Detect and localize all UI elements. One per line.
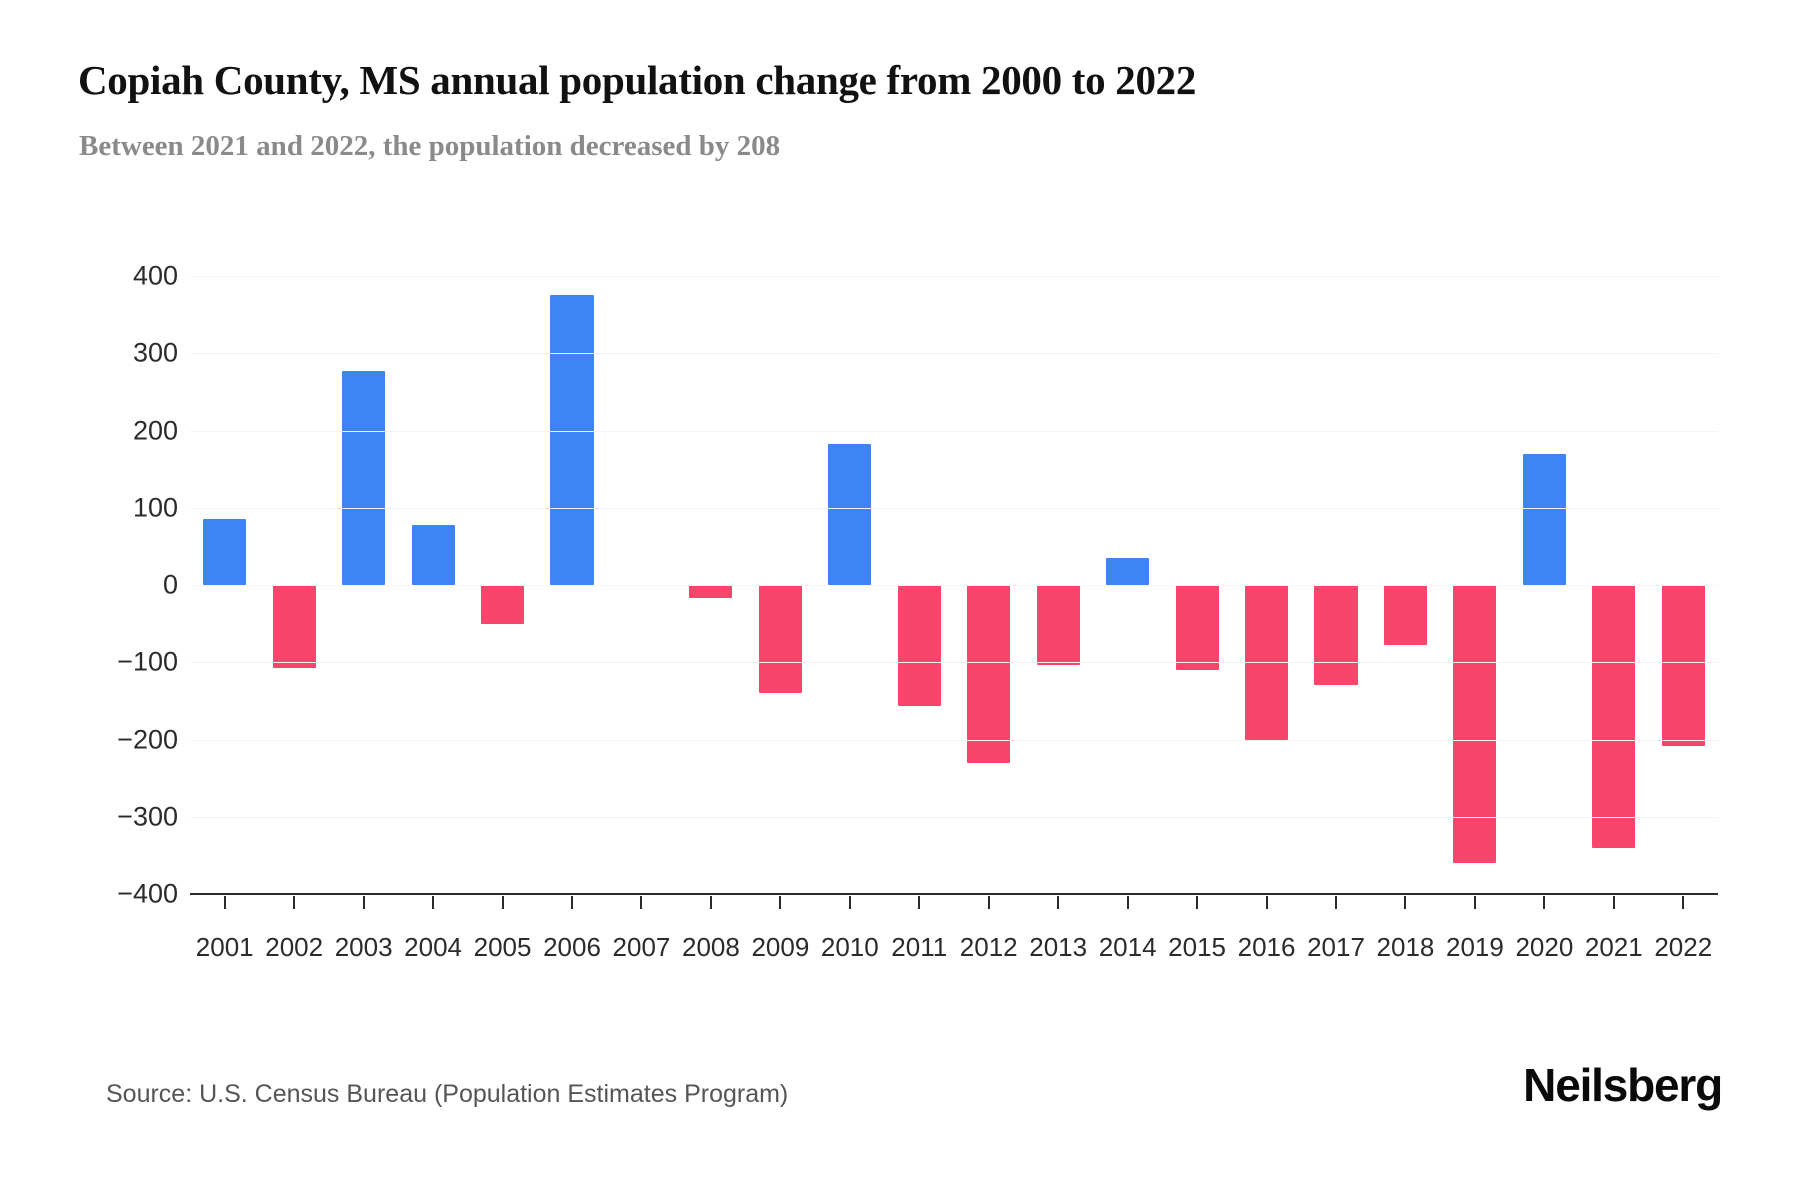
- bar-2003[interactable]: [342, 371, 386, 585]
- x-axis-tick-mark: [571, 896, 573, 909]
- x-axis-tick-label: 2018: [1376, 932, 1435, 962]
- bar-2014[interactable]: [1106, 557, 1150, 585]
- x-axis-tick-label: 2008: [681, 932, 740, 962]
- bar-series: [190, 276, 1718, 894]
- bar-2008[interactable]: [689, 585, 733, 599]
- x-axis-tick-label: 2002: [265, 932, 324, 962]
- bar-2021[interactable]: [1592, 585, 1636, 848]
- x-axis-tick-mark: [918, 896, 921, 909]
- x-axis-tick-mark: [1196, 896, 1199, 909]
- gridline: [190, 662, 1718, 664]
- x-axis-tick-mark: [1682, 896, 1685, 909]
- y-axis-tick-label: 400: [132, 260, 178, 291]
- bar-2006[interactable]: [550, 295, 594, 585]
- x-axis-line: [190, 893, 1718, 895]
- bar-2013[interactable]: [1036, 585, 1080, 665]
- x-axis-tick-mark: [1404, 896, 1407, 909]
- bar-2010[interactable]: [828, 444, 872, 585]
- gridline: [190, 353, 1718, 355]
- x-axis-tick-mark: [1543, 896, 1546, 909]
- x-axis-tick-label: 2017: [1307, 932, 1365, 962]
- y-axis-tick-label: 0: [162, 569, 178, 600]
- brand-logo: Neilsberg: [1523, 1059, 1723, 1111]
- y-axis-tick-label: −200: [117, 724, 178, 754]
- page-title: Copiah County, MS annual population chan…: [78, 57, 1197, 103]
- bar-2009[interactable]: [758, 585, 802, 694]
- x-axis-tick-mark: [362, 896, 365, 909]
- source-note: Source: U.S. Census Bureau (Population E…: [106, 1080, 789, 1108]
- x-axis-tick-mark: [1057, 896, 1060, 909]
- bar-2001[interactable]: [203, 519, 247, 585]
- gridline: [190, 430, 1718, 432]
- gridline: [190, 739, 1718, 741]
- gridline: [190, 507, 1718, 509]
- x-axis-tick-label: 2020: [1515, 932, 1574, 962]
- x-axis-tick-label: 2003: [334, 932, 393, 962]
- bar-2015[interactable]: [1175, 585, 1219, 670]
- bar-2022[interactable]: [1661, 585, 1705, 746]
- x-axis-tick-label: 2005: [473, 932, 532, 962]
- x-axis-tick-label: 2016: [1237, 932, 1296, 962]
- bar-2017[interactable]: [1314, 585, 1358, 686]
- x-axis-tick-mark: [1126, 896, 1129, 909]
- x-axis-tick-label: 2009: [751, 932, 810, 962]
- plot-area: [190, 276, 1718, 895]
- x-axis-tick-label: 2011: [891, 932, 948, 962]
- x-axis-tick-label: 2006: [543, 932, 601, 962]
- x-axis-tick-label: 2001: [195, 932, 254, 962]
- y-axis-tick-label: −300: [117, 801, 178, 832]
- x-axis-tick-mark: [640, 896, 643, 909]
- x-axis-tick-mark: [987, 896, 990, 909]
- x-axis-tick-mark: [293, 896, 296, 909]
- bar-2004[interactable]: [411, 524, 455, 585]
- gridline: [190, 816, 1718, 818]
- y-axis-tick-label: −400: [117, 878, 178, 909]
- x-axis-tick-label: 2012: [959, 932, 1018, 962]
- x-axis-tick-mark: [1473, 896, 1476, 909]
- bar-2005[interactable]: [481, 585, 525, 624]
- bar-2012[interactable]: [967, 585, 1011, 764]
- x-axis-tick-mark: [432, 896, 435, 909]
- x-axis-tick-label: 2010: [820, 932, 879, 962]
- y-axis-tick-label: 200: [132, 415, 178, 445]
- x-axis-tick-mark: [223, 896, 226, 909]
- x-axis-tick-label: 2022: [1654, 932, 1713, 962]
- x-axis-tick-mark: [709, 896, 712, 909]
- bar-2002[interactable]: [272, 585, 316, 669]
- page-subtitle: Between 2021 and 2022, the population de…: [79, 130, 781, 162]
- x-axis-tick-mark: [779, 896, 782, 909]
- x-axis-tick-label: 2013: [1029, 932, 1088, 962]
- x-axis-tick-mark: [1612, 896, 1615, 909]
- x-axis-tick-label: 2015: [1168, 932, 1226, 962]
- x-axis-tick-label: 2019: [1445, 932, 1504, 962]
- y-axis-tick-label: −100: [117, 646, 178, 677]
- gridline: [190, 585, 1718, 586]
- bar-2018[interactable]: [1383, 585, 1427, 646]
- x-axis-tick-label: 2021: [1584, 932, 1643, 962]
- y-axis-tick-label: 100: [132, 492, 178, 523]
- x-axis-tick-mark: [848, 896, 851, 909]
- gridline: [190, 276, 1718, 277]
- x-axis-tick-mark: [501, 896, 504, 909]
- bar-2011[interactable]: [897, 585, 941, 706]
- bar-2019[interactable]: [1453, 585, 1497, 864]
- x-axis-tick-mark: [1265, 896, 1268, 909]
- x-axis-tick-label: 2007: [612, 932, 671, 962]
- x-axis-tick-mark: [1335, 896, 1337, 909]
- bar-2020[interactable]: [1522, 454, 1566, 585]
- x-axis-tick-label: 2004: [404, 932, 462, 962]
- y-axis-tick-label: 300: [132, 337, 178, 368]
- x-axis-tick-label: 2014: [1098, 932, 1157, 962]
